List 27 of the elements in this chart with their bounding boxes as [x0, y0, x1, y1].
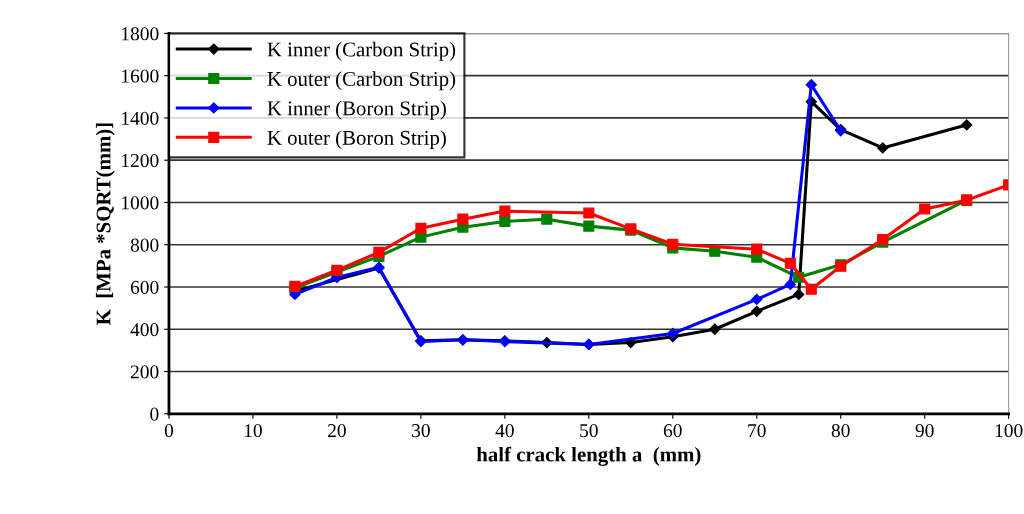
y-tick-label: 1000	[122, 196, 159, 210]
x-tick-label: 20	[328, 424, 346, 438]
x-tick-label: 70	[748, 424, 766, 438]
x-tick-label: 10	[244, 424, 262, 438]
x-tick-label: 0	[164, 424, 174, 438]
y-tick-label: 0	[150, 407, 159, 421]
y-tick-label: 1200	[122, 154, 159, 168]
y-tick-label: 400	[130, 323, 159, 337]
x-tick-label: 30	[412, 424, 430, 438]
y-tick-label: 800	[130, 238, 159, 252]
legend-label: K inner (Carbon Strip)	[267, 41, 456, 61]
y-tick-label: 1400	[122, 111, 159, 125]
y-tick-label: 1600	[122, 69, 159, 83]
x-tick-label: 100	[995, 424, 1023, 438]
x-tick-label: 60	[663, 424, 682, 438]
x-axis-title: half crack length a (mm)	[476, 446, 701, 466]
x-tick-label: 90	[915, 424, 934, 438]
y-axis-title: K [MPa *SQRT(mm)]	[95, 123, 115, 325]
legend-label: K outer (Boron Strip)	[267, 130, 446, 150]
legend-label: K inner (Boron Strip)	[267, 100, 446, 120]
x-tick-label: 50	[580, 424, 598, 438]
x-tick-label: 40	[495, 424, 514, 438]
y-tick-label: 1800	[122, 27, 159, 41]
x-tick-label: 80	[831, 424, 850, 438]
y-tick-label: 200	[130, 365, 159, 379]
legend-label: K outer (Carbon Strip)	[267, 71, 456, 91]
y-tick-label: 600	[130, 280, 159, 294]
